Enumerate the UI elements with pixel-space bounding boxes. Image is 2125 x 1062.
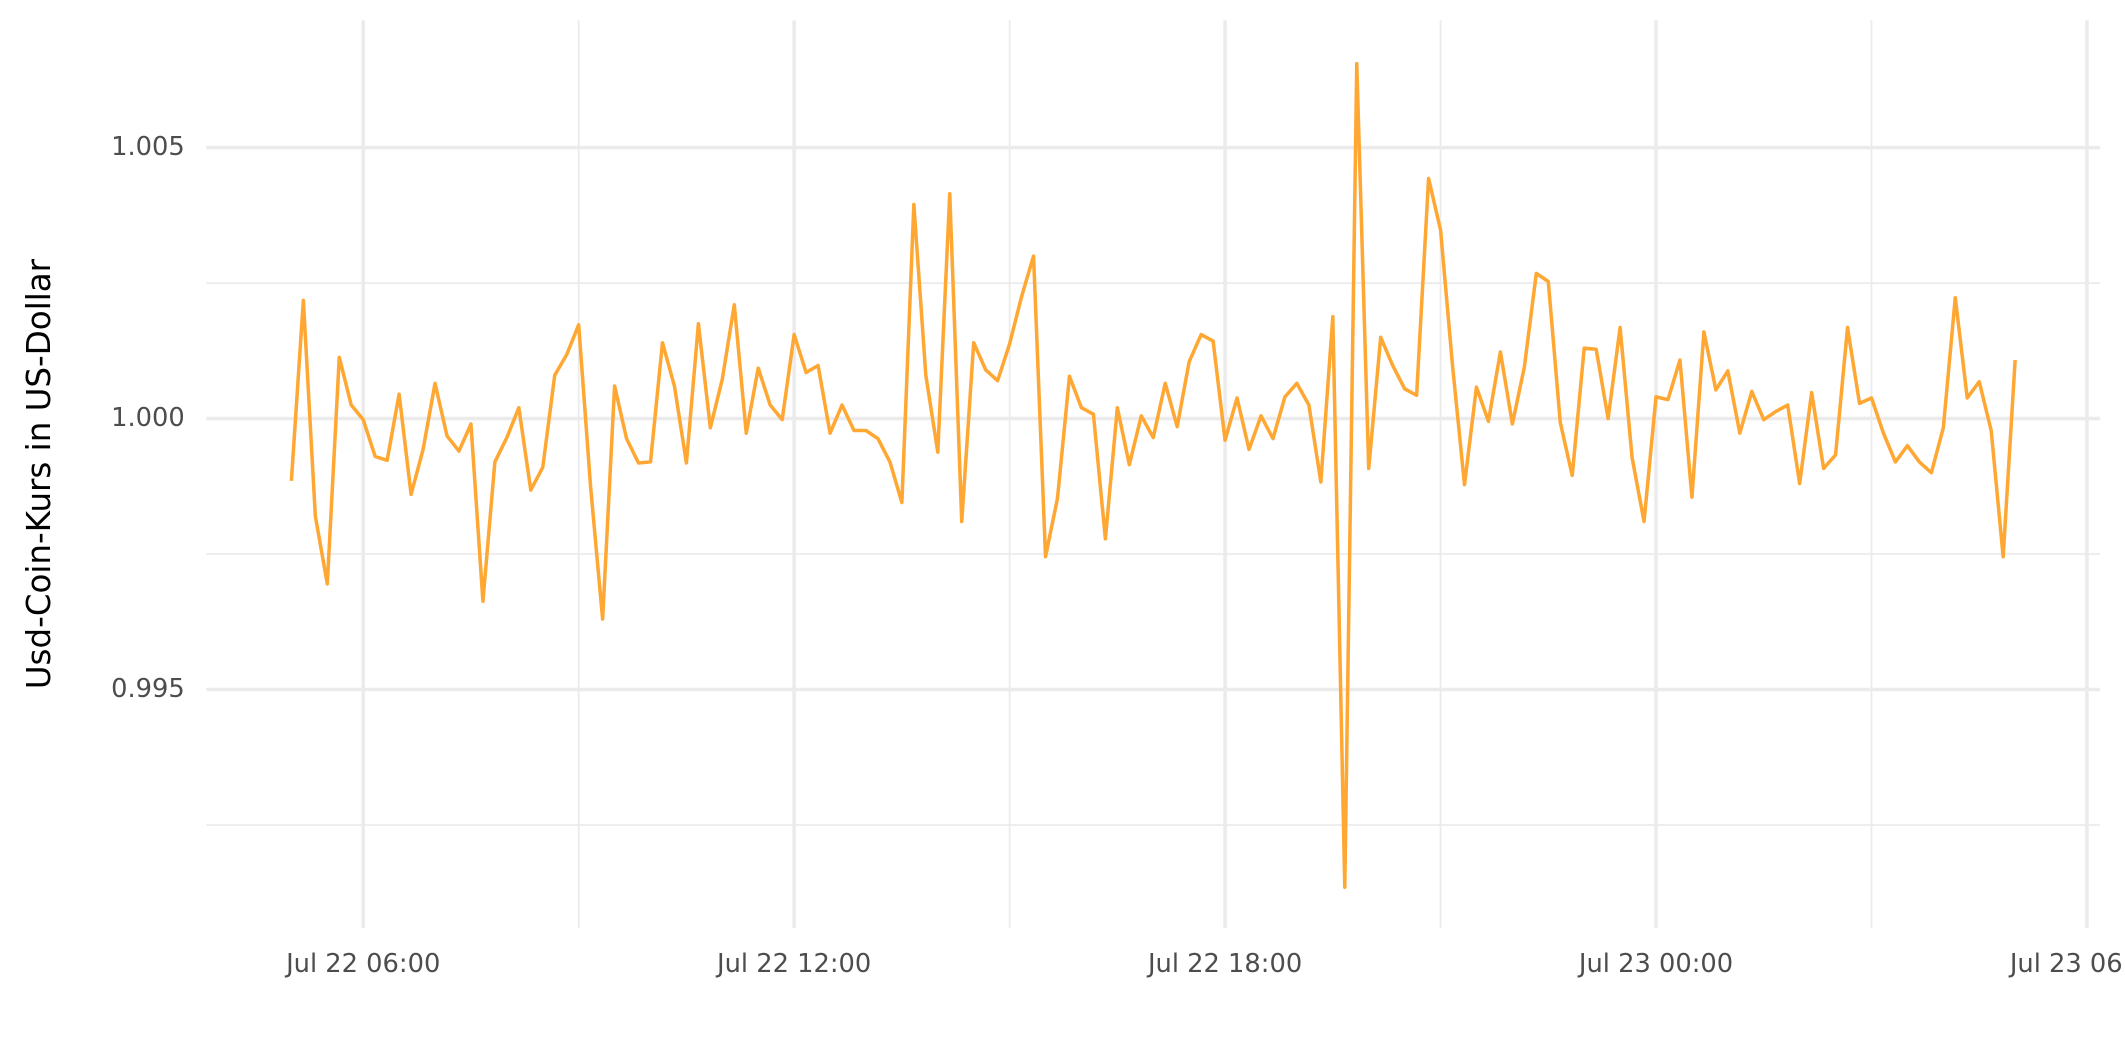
price-line <box>289 61 2017 890</box>
y-tick-label: 1.000 <box>111 403 185 433</box>
y-tick-label: 0.995 <box>111 674 185 704</box>
x-tick-label: Jul 22 18:00 <box>1146 949 1302 979</box>
plot-area <box>289 61 2017 890</box>
x-tick-label: Jul 22 06:00 <box>284 949 440 979</box>
x-tick-label: Jul 23 06:00 <box>2008 949 2125 979</box>
y-axis-title: Usd-Coin-Kurs in US-Dollar <box>20 258 58 689</box>
grid <box>206 20 2101 928</box>
x-tick-label: Jul 23 00:00 <box>1577 949 1733 979</box>
y-tick-label: 1.005 <box>111 132 185 162</box>
x-tick-label: Jul 22 12:00 <box>715 949 871 979</box>
